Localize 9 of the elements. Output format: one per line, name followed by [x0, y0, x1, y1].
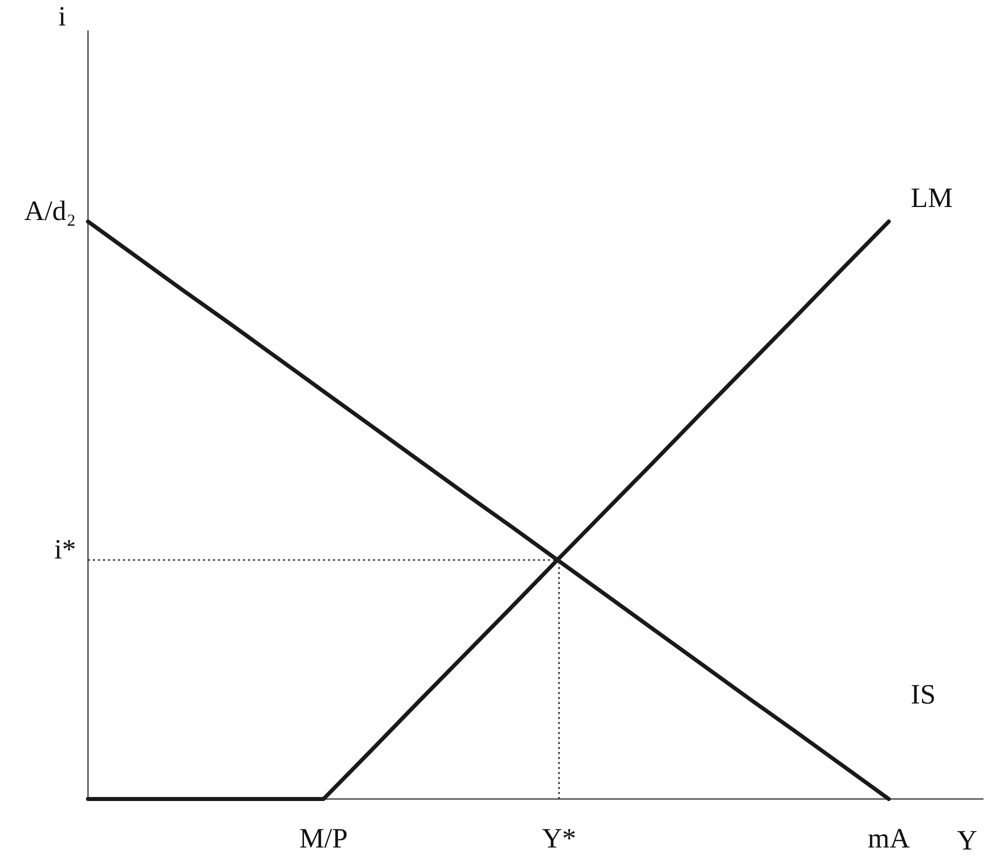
x-axis-title: Y [957, 826, 978, 856]
series-label: LM [910, 183, 953, 214]
text: A/d₂ [24, 196, 76, 228]
x-tick-label: mA [868, 824, 911, 854]
x-tick-label: M/P [299, 824, 348, 854]
text: i [58, 2, 66, 32]
text: IS [910, 680, 936, 710]
ref-line-label: i* [54, 534, 76, 566]
x-tick-label: Y* [542, 824, 576, 854]
